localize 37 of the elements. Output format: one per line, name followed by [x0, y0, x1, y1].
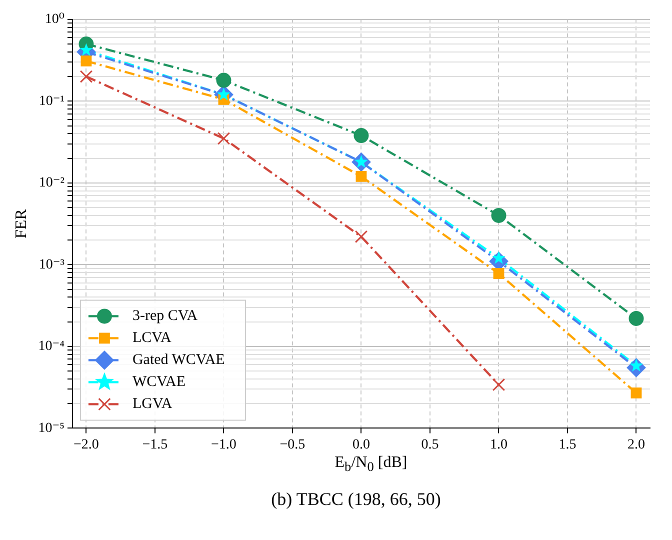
text: (b) TBCC (198, 66, 50) — [270, 489, 442, 510]
point — [630, 387, 642, 398]
point — [80, 43, 93, 56]
point — [491, 208, 506, 223]
y-tick-label: 10⁻² — [38, 176, 64, 191]
point — [216, 72, 232, 88]
y-tick-label: 10⁻⁵ — [38, 420, 65, 436]
x-tick-label: 1.5 — [558, 437, 576, 452]
point — [354, 128, 369, 144]
y-tick-label: 10⁻¹ — [38, 94, 64, 109]
x-axis-title: E$_{b}$/N$_{0}$ [dB] — [334, 454, 408, 476]
point — [80, 70, 93, 83]
point — [354, 230, 368, 244]
legend-label: Gated WCVAE — [132, 352, 225, 368]
y-tick-label: 10⁻³ — [38, 257, 64, 272]
point — [356, 170, 367, 182]
x-tick-label: −1.5 — [142, 437, 168, 452]
point — [493, 268, 504, 279]
x-tick-label: −2.0 — [74, 437, 99, 452]
x-tick-label: 0.0 — [352, 437, 370, 452]
point — [217, 88, 230, 100]
legend-label: LGVA — [132, 396, 172, 412]
point — [80, 56, 92, 66]
y-axis-title: FER — [12, 208, 30, 238]
point — [628, 310, 644, 326]
x-tick-label: 2.0 — [628, 437, 645, 452]
y-tick-label: 10⁰ — [44, 12, 65, 28]
legend-label: LCVA — [132, 330, 172, 346]
x-tick-label: 1.0 — [490, 437, 508, 452]
x-tick-label: 0.5 — [421, 437, 439, 452]
x-tick-label: −1.0 — [211, 437, 236, 452]
point — [217, 132, 230, 145]
point — [492, 378, 506, 392]
y-tick-label: 10⁻⁴ — [38, 339, 65, 354]
x-tick-label: −0.5 — [280, 437, 306, 452]
legend-label: WCVAE — [132, 374, 186, 390]
legend-label: 3-rep CVA — [132, 308, 198, 324]
